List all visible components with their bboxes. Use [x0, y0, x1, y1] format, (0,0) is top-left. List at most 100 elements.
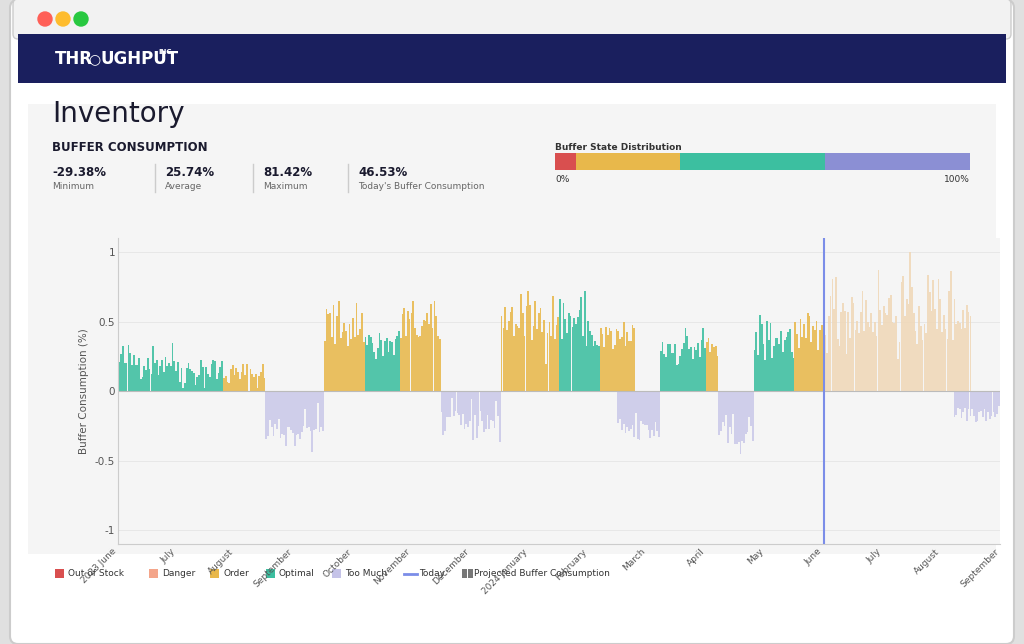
Bar [250, 369, 251, 391]
Bar [374, 352, 375, 391]
Bar [680, 153, 824, 170]
Bar [394, 339, 396, 391]
Bar [535, 301, 537, 391]
Bar [966, 391, 968, 421]
Bar [667, 344, 669, 391]
Bar [173, 361, 175, 391]
Bar [499, 391, 501, 442]
Bar [776, 338, 778, 391]
Bar [309, 391, 311, 431]
Bar [780, 330, 782, 391]
Bar [387, 352, 389, 391]
Bar [462, 391, 464, 415]
Bar [795, 323, 796, 391]
Bar [640, 391, 642, 421]
Text: Today: Today [419, 569, 445, 578]
Bar [221, 361, 223, 391]
Bar [591, 335, 593, 391]
Bar [289, 391, 290, 427]
Bar [552, 296, 554, 391]
Bar [425, 321, 426, 391]
Bar [445, 391, 447, 417]
Bar [743, 391, 744, 443]
Bar [770, 323, 771, 391]
Bar [849, 338, 851, 391]
Bar [731, 391, 732, 434]
Bar [257, 388, 258, 391]
Bar [890, 295, 892, 391]
Bar [997, 391, 999, 406]
Bar [333, 305, 335, 391]
Bar [853, 303, 854, 391]
Bar [651, 391, 653, 430]
Bar [223, 378, 224, 391]
Bar [880, 310, 881, 391]
Bar [870, 313, 872, 391]
Text: 25.74%: 25.74% [165, 166, 214, 178]
Text: THR: THR [55, 50, 93, 68]
Bar [501, 316, 503, 391]
Bar [471, 391, 472, 399]
Bar [172, 343, 173, 391]
Bar [163, 372, 165, 391]
Bar [669, 344, 671, 391]
Bar [867, 321, 868, 391]
Bar [673, 353, 674, 391]
Bar [210, 569, 219, 578]
Bar [989, 391, 990, 419]
Bar [883, 306, 885, 391]
Bar [161, 359, 163, 391]
Bar [464, 391, 465, 430]
Bar [596, 345, 598, 391]
Bar [593, 346, 595, 391]
Bar [929, 292, 931, 391]
Bar [924, 324, 926, 391]
Bar [739, 391, 741, 454]
Bar [658, 391, 659, 437]
Bar [754, 350, 756, 391]
Bar [865, 300, 867, 391]
Bar [688, 349, 690, 391]
Bar [628, 341, 630, 391]
Bar [148, 370, 151, 391]
Bar [375, 359, 377, 391]
Bar [167, 366, 168, 391]
Bar [453, 391, 455, 416]
Bar [370, 337, 372, 391]
Bar [710, 352, 712, 391]
Bar [184, 383, 185, 391]
Bar [270, 391, 272, 426]
Bar [197, 377, 199, 391]
Bar [581, 297, 582, 391]
Bar [447, 391, 450, 417]
Bar [532, 326, 535, 391]
Bar [666, 357, 667, 391]
Bar [773, 346, 775, 391]
Bar [265, 569, 274, 578]
Bar [938, 279, 939, 391]
Bar [136, 365, 138, 391]
Bar [697, 343, 698, 391]
Bar [439, 339, 440, 391]
Bar [474, 391, 476, 415]
Bar [513, 336, 515, 391]
Bar [571, 327, 573, 391]
Bar [347, 346, 348, 391]
Bar [212, 361, 214, 391]
Bar [679, 355, 681, 391]
Bar [798, 348, 800, 391]
Bar [732, 391, 734, 414]
Bar [764, 360, 766, 391]
Bar [913, 313, 914, 391]
Bar [195, 384, 197, 391]
Bar [413, 301, 414, 391]
Bar [888, 298, 890, 391]
Bar [476, 391, 478, 437]
Bar [133, 355, 134, 391]
Bar [187, 363, 189, 391]
Bar [868, 327, 870, 391]
Bar [280, 391, 282, 438]
Bar [846, 354, 848, 391]
Bar [297, 391, 299, 434]
Bar [690, 347, 692, 391]
